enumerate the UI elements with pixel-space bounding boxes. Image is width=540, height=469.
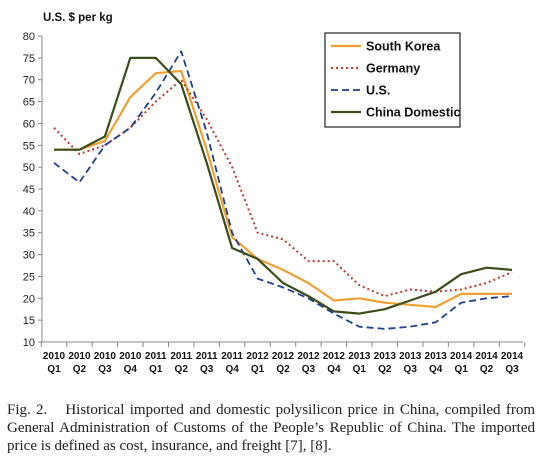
x-tick-label-quarter: Q3 xyxy=(302,364,316,375)
y-tick-label: 30 xyxy=(23,250,35,262)
x-tick-label-quarter: Q3 xyxy=(505,364,519,375)
series-line-south-korea xyxy=(54,69,512,309)
legend: South Korea Germany U.S. China Domestic xyxy=(324,32,461,128)
x-tick-label-quarter: Q3 xyxy=(404,364,418,375)
x-tick-label-quarter: Q4 xyxy=(124,364,138,375)
x-tick-label-year: 2010 xyxy=(43,351,66,362)
x-tick-label-year: 2014 xyxy=(501,351,524,362)
y-axis-ticks: 10 15 20 25 30 35 40 45 50 55 60 65 70 75 80 xyxy=(23,31,42,349)
x-tick-label-quarter: Q1 xyxy=(353,364,367,375)
x-tick-label-year: 2012 xyxy=(323,351,346,362)
y-tick-label: 80 xyxy=(23,31,35,43)
x-tick-label-quarter: Q1 xyxy=(149,364,163,375)
x-tick-label-year: 2013 xyxy=(348,351,371,362)
y-tick-label: 25 xyxy=(23,271,35,283)
x-tick-label-year: 2010 xyxy=(68,351,91,362)
x-tick-label-quarter: Q4 xyxy=(225,364,239,375)
series-line-china-domestic xyxy=(54,56,513,315)
x-tick-label-year: 2011 xyxy=(196,351,218,362)
x-tick-label-year: 2013 xyxy=(374,351,397,362)
y-tick-label: 20 xyxy=(23,293,35,305)
x-tick-label-year: 2013 xyxy=(399,351,422,362)
legend-label-u-s: U.S. xyxy=(366,84,390,98)
figure-caption-label: Fig. 2. xyxy=(7,402,48,418)
x-tick-label-quarter: Q2 xyxy=(480,364,494,375)
x-tick-label-year: 2012 xyxy=(272,351,295,362)
x-tick-label-quarter: Q1 xyxy=(251,364,265,375)
legend-label-germany: Germany xyxy=(366,62,420,76)
x-tick-label-year: 2011 xyxy=(145,351,167,362)
series-lines xyxy=(53,50,513,330)
x-tick-label-year: 2014 xyxy=(450,351,473,362)
series-line-u-s xyxy=(53,50,513,330)
y-axis-unit-label: U.S. $ per kg xyxy=(43,12,113,24)
line-chart: U.S. $ per kg 10 15 20 25 30 35 40 45 50 55 60 65 70… xyxy=(23,12,526,375)
x-tick-label-year: 2011 xyxy=(221,351,243,362)
y-tick-label: 45 xyxy=(23,184,35,196)
x-tick-label-year: 2012 xyxy=(246,351,269,362)
y-tick-label: 60 xyxy=(23,118,35,130)
y-tick-label: 15 xyxy=(23,315,35,327)
figure-caption: Fig. 2. Historical imported and domestic … xyxy=(7,401,535,455)
x-tick-label-year: 2012 xyxy=(297,351,320,362)
y-tick-label: 10 xyxy=(23,337,35,349)
x-axis-ticks: 2010 Q1 2010 Q2 2010 Q3 2010 Q4 2011 Q1 2011 Q2 2011… xyxy=(40,342,526,375)
x-tick-label-quarter: Q4 xyxy=(327,364,341,375)
x-tick-label-quarter: Q1 xyxy=(454,364,468,375)
legend-label-china-domestic: China Domestic xyxy=(366,106,461,120)
y-tick-label: 40 xyxy=(23,206,35,218)
x-tick-label-quarter: Q3 xyxy=(98,364,112,375)
y-tick-label: 55 xyxy=(23,140,35,152)
x-tick-label-quarter: Q3 xyxy=(200,364,214,375)
y-tick-label: 65 xyxy=(23,97,35,109)
figure-caption-text: Historical imported and domestic polysil… xyxy=(7,402,535,454)
y-tick-label: 50 xyxy=(23,162,35,174)
x-tick-label-year: 2013 xyxy=(425,351,448,362)
x-tick-label-year: 2010 xyxy=(94,351,117,362)
x-tick-label-year: 2014 xyxy=(475,351,498,362)
y-tick-label: 75 xyxy=(23,53,35,65)
legend-label-south-korea: South Korea xyxy=(366,40,441,54)
x-tick-label-quarter: Q2 xyxy=(378,364,392,375)
y-tick-label: 70 xyxy=(23,75,35,87)
x-tick-label-quarter: Q1 xyxy=(47,364,61,375)
x-tick-label-quarter: Q2 xyxy=(276,364,290,375)
x-tick-label-year: 2011 xyxy=(170,351,192,362)
x-tick-label-year: 2010 xyxy=(119,351,142,362)
x-tick-label-quarter: Q2 xyxy=(175,364,189,375)
x-tick-label-quarter: Q2 xyxy=(73,364,87,375)
y-tick-label: 35 xyxy=(23,228,35,240)
x-tick-label-quarter: Q4 xyxy=(429,364,443,375)
